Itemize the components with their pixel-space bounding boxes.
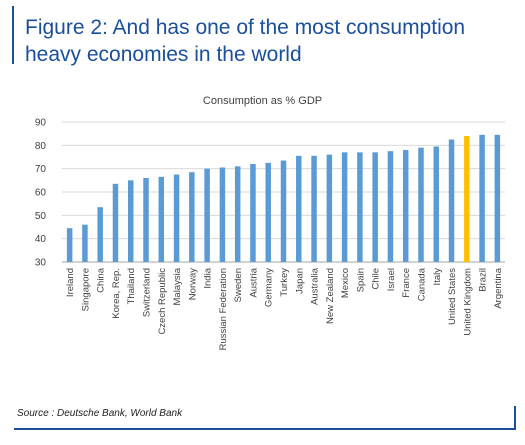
bar-czech-republic <box>158 176 165 262</box>
bar-france <box>402 150 409 262</box>
x-tick-label: Chile <box>371 268 382 290</box>
bar-india <box>204 168 210 262</box>
y-tick-label: 40 <box>35 234 47 245</box>
bar-malaysia <box>173 174 180 262</box>
bar-switzerland <box>143 178 149 262</box>
source-note: Source : Deutsche Bank, World Bank <box>17 408 183 419</box>
bar-japan <box>296 155 302 262</box>
y-tick-label: 50 <box>35 211 47 222</box>
bars <box>66 134 501 262</box>
x-tick-label: Australia <box>310 267 321 305</box>
x-tick-label: Japan <box>294 268 305 294</box>
bar-new-zealand <box>326 154 333 262</box>
bar-turkey <box>280 160 287 262</box>
x-tick-label: Germany <box>264 268 275 307</box>
x-tick-label: Russian Federation <box>218 268 229 350</box>
bar-austria <box>250 164 256 262</box>
x-tick-label: Mexico <box>340 268 351 298</box>
bar-norway <box>189 172 195 262</box>
x-tick-label: Argentina <box>493 267 504 308</box>
frame-bottom-rule <box>14 428 516 430</box>
x-tick-label: United States <box>447 268 458 325</box>
x-tick-label: Sweden <box>233 268 244 302</box>
x-tick-label: Switzerland <box>142 268 153 317</box>
x-tick-label: Canada <box>416 267 427 301</box>
x-tick-label: Czech Republic <box>157 268 168 335</box>
figure-title: Figure 2: And has one of the most consum… <box>25 16 466 66</box>
x-tick-label: China <box>96 267 107 293</box>
bar-china <box>97 207 103 262</box>
bar-singapore <box>82 224 88 262</box>
x-tick-label: Singapore <box>80 268 91 311</box>
x-tick-label: Ireland <box>65 268 76 297</box>
bar-mexico <box>341 152 348 262</box>
bar-russian-federation <box>219 167 226 262</box>
x-tick-label: Brazil <box>478 268 489 292</box>
chart-title: Consumption as % GDP <box>202 95 323 107</box>
x-tick-label: Austria <box>248 267 259 297</box>
x-tick-label: Korea, Rep. <box>111 268 122 319</box>
bar-korea-rep <box>112 183 119 262</box>
bar-germany <box>265 162 271 262</box>
bar-argentina <box>494 134 501 262</box>
bar-chart: 30 40 50 60 70 80 90 Ireland Singapore China Kore… <box>35 118 505 350</box>
x-tick-label: Thailand <box>126 268 137 304</box>
bar-sweden <box>234 166 241 262</box>
bar-united-states <box>448 139 455 262</box>
bar-israel <box>387 151 394 262</box>
bar-canada <box>418 147 424 262</box>
bar-spain <box>357 152 363 262</box>
x-tick-label: New Zealand <box>325 268 336 324</box>
x-tick-label: Spain <box>355 268 366 292</box>
x-tick-label: Israel <box>386 268 397 291</box>
y-tick-label: 30 <box>35 258 47 269</box>
x-tick-label: France <box>401 268 412 298</box>
bar-brazil <box>479 134 485 262</box>
x-axis-ticks: Ireland Singapore China Korea, Rep. Thailand… <box>65 267 504 350</box>
x-tick-label: India <box>203 267 214 288</box>
x-tick-label: United Kingdom <box>462 268 473 336</box>
bar-chile <box>372 152 378 262</box>
x-tick-label: Italy <box>432 268 443 286</box>
x-tick-label: Malaysia <box>172 267 183 305</box>
y-axis-ticks: 30 40 50 60 70 80 90 <box>35 118 47 269</box>
y-tick-label: 70 <box>35 164 47 175</box>
frame-right-rule <box>514 406 516 430</box>
x-tick-label: Norway <box>187 268 198 300</box>
title-accent-bar <box>12 6 14 64</box>
bar-united-kingdom <box>464 136 470 262</box>
y-tick-label: 60 <box>35 188 47 199</box>
x-tick-label: Turkey <box>279 268 290 297</box>
bar-thailand <box>127 180 134 262</box>
bar-italy <box>433 146 440 262</box>
bar-ireland <box>66 228 73 262</box>
bar-australia <box>311 155 317 262</box>
y-tick-label: 90 <box>35 118 47 129</box>
y-tick-label: 80 <box>35 141 47 152</box>
